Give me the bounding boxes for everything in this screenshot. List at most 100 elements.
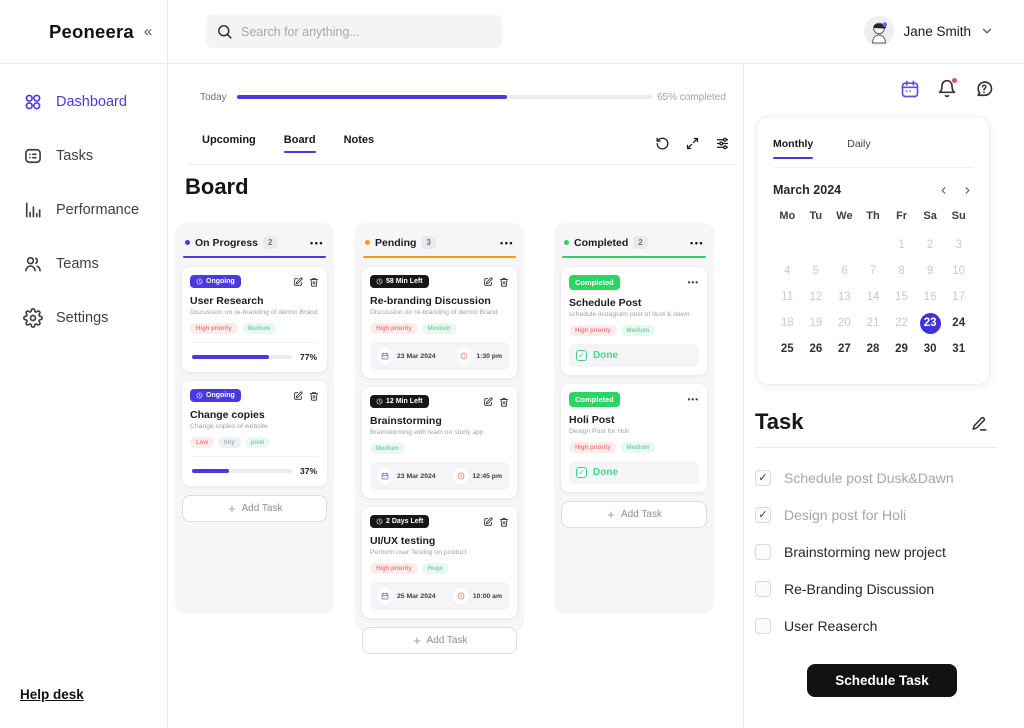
tab-notes[interactable]: Notes [343,134,375,146]
calendar-day-26[interactable]: 26 [809,343,823,355]
calendar-day-30[interactable]: 30 [923,343,937,355]
calendar-day-29[interactable]: 29 [895,343,908,355]
calendar-day-1[interactable]: 1 [898,239,905,251]
task-item-schedule-post-dusk-dawn[interactable]: ✓ Schedule post Dusk&Dawn [755,459,1004,496]
done-checkbox[interactable]: ✓ [576,467,587,478]
tab-upcoming[interactable]: Upcoming [202,134,256,146]
calendar-prev-icon[interactable] [938,185,949,196]
task-item-brainstorming-new-project[interactable]: Brainstorming new project [755,533,1004,570]
calendar-day-8[interactable]: 8 [898,265,905,277]
delete-card-icon[interactable] [309,277,319,287]
card-description: Design Post for Holi [569,428,630,435]
edit-card-icon[interactable] [483,396,493,407]
calendar-day-31[interactable]: 31 [952,343,966,355]
expand-icon[interactable] [685,136,700,151]
delete-card-icon[interactable] [499,397,509,407]
filter-icon[interactable] [715,136,730,151]
help-desk-link[interactable]: Help desk [20,687,84,702]
add-task-button[interactable]: Add Task [362,627,517,654]
calendar-day-13[interactable]: 13 [838,291,851,303]
column-count-badge: 3 [421,236,436,249]
sidebar-item-dashboard[interactable]: Dashboard [0,75,167,129]
task-checkbox[interactable] [755,617,771,634]
calendar-day-21[interactable]: 21 [866,317,880,329]
task-checkbox[interactable] [755,543,771,560]
search-bar[interactable] [206,15,502,48]
calendar-day-14[interactable]: 14 [866,291,880,303]
task-card-brainstorming[interactable]: 12 Min Left Brainstorming Brainstorming wi… [362,387,517,498]
task-card-schedule-post[interactable]: Completed ••• Schedule Post schedule instag… [561,267,707,375]
collapse-sidebar-icon[interactable]: « [143,23,153,40]
calendar-day-18[interactable]: 18 [780,317,794,329]
delete-card-icon[interactable] [499,277,509,287]
calendar-tab-monthly[interactable]: Monthly [773,130,813,167]
task-card-holi-post[interactable]: Completed ••• Holi Post Design Post for Hol… [561,384,707,492]
user-menu[interactable]: Jane Smith [864,16,994,46]
refresh-icon[interactable] [655,136,670,151]
edit-card-icon[interactable] [293,276,303,287]
calendar-day-2[interactable]: 2 [926,239,934,251]
calendar-day-24[interactable]: 24 [952,317,966,329]
bell-icon[interactable] [937,77,958,99]
task-checkbox[interactable] [755,580,771,597]
grid-icon [23,92,43,112]
calendar-day-17[interactable]: 17 [952,291,966,303]
edit-card-icon[interactable] [293,390,303,401]
edit-card-icon[interactable] [483,276,493,287]
calendar-day-6[interactable]: 6 [841,265,848,277]
edit-tasks-icon[interactable] [971,415,988,432]
task-checkbox[interactable]: ✓ [755,506,771,523]
calendar-day-23[interactable]: 23 [916,312,945,334]
calendar-day-12[interactable]: 12 [809,291,823,303]
calendar-day-19[interactable]: 19 [809,317,823,329]
tab-board[interactable]: Board [284,134,316,153]
card-menu-icon[interactable]: ••• [687,278,699,287]
task-item-user-reaserch[interactable]: User Reaserch [755,607,1004,644]
task-checkbox[interactable]: ✓ [755,469,771,486]
search-input[interactable] [241,24,492,39]
delete-card-icon[interactable] [309,391,319,401]
sidebar-item-teams[interactable]: Teams [0,237,167,291]
column-menu-icon[interactable]: ••• [690,237,704,248]
calendar-day-16[interactable]: 16 [923,291,937,303]
calendar-day-27[interactable]: 27 [838,343,851,355]
task-item-re-branding-discussion[interactable]: Re-Branding Discussion [755,570,1004,607]
help-chat-icon[interactable] [974,79,994,99]
card-menu-icon[interactable]: ••• [687,395,699,404]
edit-card-icon[interactable] [483,516,493,527]
calendar-tab-daily[interactable]: Daily [847,138,871,150]
sidebar-item-performance[interactable]: Performance [0,183,167,237]
add-task-button[interactable]: Add Task [182,495,327,522]
sidebar-item-tasks[interactable]: Tasks [0,129,167,183]
column-menu-icon[interactable]: ••• [310,237,324,248]
schedule-task-button[interactable]: Schedule Task [807,664,957,697]
task-card-user-research[interactable]: Ongoing User Research Discussion on re-bra… [182,267,327,372]
calendar-day-11[interactable]: 11 [781,291,794,303]
today-label: Today [200,92,227,103]
done-checkbox[interactable]: ✓ [576,350,587,361]
calendar-day-7[interactable]: 7 [869,265,877,277]
calendar-day-10[interactable]: 10 [952,265,966,277]
sidebar-item-label: Settings [56,310,109,326]
task-card-ui-ux-testing[interactable]: 2 Days Left UI/UX testing Perform user Tes… [362,507,517,618]
calendar-day-22[interactable]: 22 [895,317,908,329]
task-card-change-copies[interactable]: Ongoing Change copies Change copies of web… [182,381,327,486]
calendar-next-icon[interactable] [962,185,973,196]
add-task-button[interactable]: Add Task [561,501,707,528]
calendar-day-25[interactable]: 25 [780,343,794,355]
main-panel: Today 65% completed Upcoming Board Notes B… [168,64,744,728]
calendar-icon[interactable] [900,79,920,99]
delete-card-icon[interactable] [499,517,509,527]
calendar-day-28[interactable]: 28 [866,343,880,355]
calendar-day-4[interactable]: 4 [784,265,791,277]
calendar-day-5[interactable]: 5 [812,265,820,277]
calendar-day-3[interactable]: 3 [955,239,962,251]
calendar-day-9[interactable]: 9 [926,265,934,277]
sidebar-item-settings[interactable]: Settings [0,291,167,345]
column-menu-icon[interactable]: ••• [500,237,514,248]
clock-icon [456,348,473,364]
task-card-re-branding-discussion[interactable]: 58 Min Left Re-branding Discussion Discuss… [362,267,517,378]
task-item-design-post-for-holi[interactable]: ✓ Design post for Holi [755,496,1004,533]
calendar-day-20[interactable]: 20 [838,317,851,329]
calendar-day-15[interactable]: 15 [895,291,908,303]
